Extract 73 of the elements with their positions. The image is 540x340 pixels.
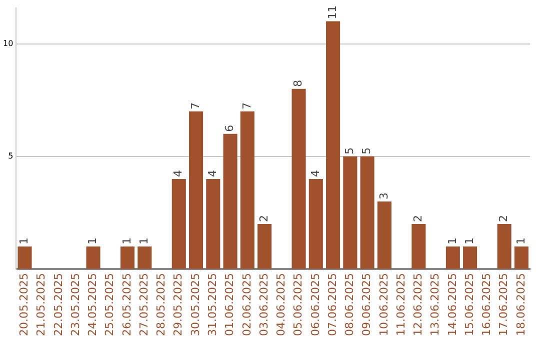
bar [497,224,512,270]
x-tick-label: 14.06.2025 [446,273,459,336]
bar [326,21,340,270]
data-label: 1 [446,238,459,244]
bar [86,246,100,270]
x-tick-label: 20.05.2025 [18,273,31,336]
data-label: 4 [308,170,322,177]
x-tick-label: 22.05.2025 [52,273,65,336]
data-label: 1 [120,238,134,244]
data-label: 5 [360,147,374,154]
bar [188,111,204,270]
x-tick-label: 01.06.2025 [223,273,236,336]
data-label: 1 [137,238,150,244]
bar [223,134,238,270]
x-tick-label: 23.05.2025 [68,273,82,336]
bar [138,246,152,270]
data-label: 1 [18,238,31,244]
x-tick-label: 02.06.2025 [240,273,254,336]
x-tick-label: 16.06.2025 [480,273,494,336]
data-label: 11 [326,5,339,20]
bar [360,156,374,270]
bar [172,178,186,270]
data-label: 1 [86,238,100,244]
bar [343,156,358,270]
bar [258,224,272,270]
x-tick-label: 07.06.2025 [326,273,339,336]
x-tick-label: 28.05.2025 [154,273,168,336]
bar [206,178,220,270]
x-tick-label: 06.06.2025 [308,273,322,336]
x-tick-label: 04.06.2025 [274,273,288,336]
data-label: 4 [206,170,220,177]
x-tick-label: 12.06.2025 [412,273,425,336]
data-label: 1 [514,238,528,244]
bar [292,88,306,270]
x-tick-label: 26.05.2025 [120,273,134,336]
x-tick-label: 08.06.2025 [343,273,356,336]
data-label: 2 [257,214,270,222]
y-tick-label: 10 [2,38,14,48]
data-label: 2 [412,214,425,222]
bar [120,246,135,270]
bar [412,224,426,270]
data-label: 3 [377,192,390,200]
x-tick-label: 24.05.2025 [86,273,100,336]
x-tick-label: 18.06.2025 [514,273,528,336]
bar [463,246,478,270]
data-label: 4 [172,170,185,177]
x-tick-label: 27.05.2025 [137,273,150,336]
x-tick-label: 21.05.2025 [34,273,48,336]
bar [514,246,528,270]
bar [308,178,323,270]
x-tick-label: 03.06.2025 [257,273,270,336]
data-label: 7 [240,102,254,110]
data-label: 5 [343,147,356,154]
x-tick-label: 30.05.2025 [188,273,202,336]
bar [377,201,392,270]
x-tick-label: 31.05.2025 [206,273,220,336]
x-tick-label: 11.06.2025 [394,273,408,336]
x-tick-label: 13.06.2025 [428,273,442,336]
data-label: 6 [223,124,236,132]
data-label: 7 [188,102,202,110]
bar [446,246,460,270]
x-tick-label: 09.06.2025 [360,273,374,336]
data-label: 8 [292,80,305,87]
x-tick-label: 29.05.2025 [172,273,185,336]
x-tick-label: 15.06.2025 [462,273,476,336]
bar [240,111,254,270]
data-label: 2 [497,214,510,222]
bar [18,246,32,270]
x-tick-label: 25.05.2025 [103,273,116,336]
x-tick-label: 17.06.2025 [497,273,510,336]
x-tick-label: 10.06.2025 [377,273,390,336]
x-tick-label: 05.06.2025 [292,273,305,336]
data-label: 1 [462,238,476,244]
